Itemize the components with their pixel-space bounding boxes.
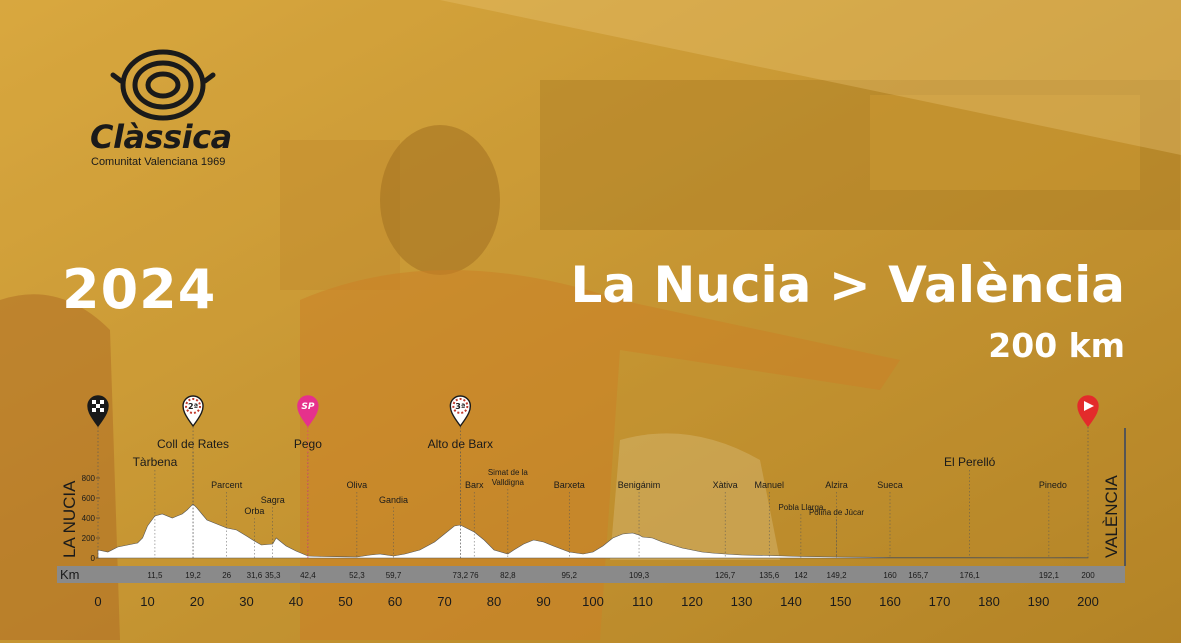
town-label: Sueca [877, 480, 903, 490]
brand-name: Clàssica [90, 118, 232, 156]
altitude-tick: 600 [82, 494, 96, 503]
mountain-category-label: 3ª [455, 402, 465, 411]
town-label: Oliva [347, 480, 368, 490]
km-marker: 135,6 [759, 571, 780, 580]
km-axis-tick: 130 [731, 594, 753, 609]
km-axis-tick: 10 [140, 594, 154, 609]
town-label: Parcent [211, 480, 243, 490]
km-axis-tick: 40 [289, 594, 303, 609]
town-label: El Perelló [944, 455, 996, 469]
town-label: Barxeta [554, 480, 585, 490]
town-label: Valldigna [492, 478, 525, 487]
km-marker: 19,2 [185, 571, 201, 580]
km-axis-tick: 190 [1028, 594, 1050, 609]
town-label: Simat de la [488, 468, 529, 477]
km-axis-tick: 70 [437, 594, 451, 609]
km-marker: 26 [222, 571, 231, 580]
km-axis-tick: 20 [190, 594, 204, 609]
km-marker: 42,4 [300, 571, 316, 580]
town-label: Poliña de Júcar [809, 508, 864, 517]
km-axis-tick: 200 [1077, 594, 1099, 609]
town-label: Alzira [825, 480, 848, 490]
classica-logo [110, 49, 216, 121]
km-bar [57, 566, 1125, 583]
km-axis-tick: 0 [94, 594, 101, 609]
km-marker: 11,5 [147, 571, 163, 580]
km-marker: 52,3 [349, 571, 365, 580]
start-label: LA NUCIA [60, 480, 79, 558]
km-markers: 11,5 19,2 26 31,6 35,3 42,4 52,3 59,7 73,2 76 82,8… [147, 571, 1095, 580]
town-label: Orba [244, 506, 264, 516]
km-axis-tick: 120 [681, 594, 703, 609]
km-marker: 31,6 [247, 571, 263, 580]
km-axis-tick: 180 [978, 594, 1000, 609]
town-label: Barx [465, 480, 484, 490]
route-title: La Nucia > València [570, 256, 1125, 314]
km-marker: 126,7 [715, 571, 736, 580]
start-flag-icon [87, 395, 109, 428]
town-label: Alto de Barx [428, 437, 493, 451]
town-label: Pobla Llarga [778, 503, 823, 512]
finish-label: VALÈNCIA [1102, 475, 1121, 558]
town-label: Benigánim [618, 480, 661, 490]
km-marker: 149,2 [827, 571, 848, 580]
altitude-tick: 400 [82, 514, 96, 523]
km-marker: 82,8 [500, 571, 516, 580]
km-marker: 73,2 [453, 571, 469, 580]
town-label: Xàtiva [713, 480, 738, 490]
altitude-tick: 0 [91, 554, 96, 563]
town-guides [154, 452, 1050, 558]
km-axis-tick: 150 [830, 594, 852, 609]
altitude-tick: 800 [82, 474, 96, 483]
town-label: Gandia [379, 495, 408, 505]
km-axis-tick: 110 [632, 594, 653, 609]
km-unit-label: Km [60, 567, 80, 582]
profile-icons: 2ª SP 3ª [87, 395, 1099, 558]
sprint-icon: SP [297, 395, 319, 428]
brand-subtitle: Comunitat Valenciana 1969 [91, 156, 226, 168]
route-distance: 200 km [988, 326, 1125, 365]
km-axis-tick: 160 [879, 594, 901, 609]
town-label: Pinedo [1039, 480, 1067, 490]
km-axis-tick: 100 [582, 594, 604, 609]
km-axis-tick: 50 [338, 594, 352, 609]
km-axis-tick: 80 [487, 594, 501, 609]
km-marker: 165,7 [908, 571, 929, 580]
finish-flag-icon [1077, 395, 1099, 428]
km-marker: 176,1 [960, 571, 981, 580]
town-label: Pego [294, 437, 322, 451]
km-marker: 160 [883, 571, 897, 580]
km-marker: 59,7 [386, 571, 402, 580]
km-axis-tick: 90 [536, 594, 550, 609]
town-label: Tàrbena [133, 455, 178, 469]
elevation-profile [97, 503, 1089, 559]
km-axis: 0 10 20 30 40 50 60 70 80 90 100 110 120 130 140 150 160… [94, 594, 1098, 609]
km-marker: 109,3 [629, 571, 650, 580]
altitude-axis: 800 600 400 200 0 [82, 474, 100, 563]
km-marker: 76 [470, 571, 479, 580]
altitude-tick: 200 [82, 534, 96, 543]
km-marker: 95,2 [561, 571, 577, 580]
km-marker: 192,1 [1039, 571, 1060, 580]
km-marker: 142 [794, 571, 808, 580]
km-axis-tick: 140 [780, 594, 802, 609]
edition-year: 2024 [62, 258, 217, 321]
mountain-category-label: 2ª [188, 402, 198, 411]
km-marker: 200 [1081, 571, 1095, 580]
sprint-label: SP [301, 402, 314, 412]
mountain-3rd-icon: 3ª [449, 395, 472, 428]
km-axis-tick: 170 [929, 594, 951, 609]
town-label: Manuel [754, 480, 784, 490]
town-label: Coll de Rates [157, 437, 229, 451]
town-label: Sagra [261, 495, 285, 505]
km-marker: 35,3 [265, 571, 281, 580]
km-axis-tick: 30 [239, 594, 253, 609]
mountain-2nd-icon: 2ª [182, 395, 204, 428]
km-axis-tick: 60 [388, 594, 402, 609]
